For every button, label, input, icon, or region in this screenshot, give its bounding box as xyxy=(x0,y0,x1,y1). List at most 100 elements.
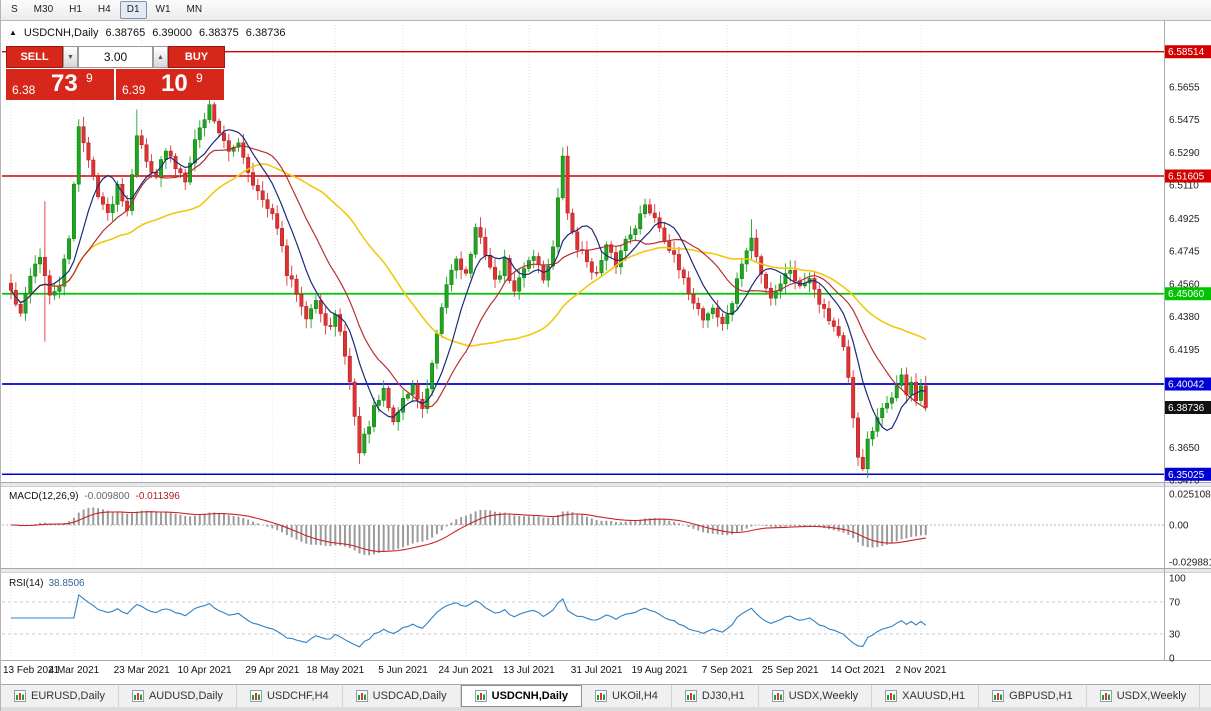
date-label: 31 Jul 2021 xyxy=(571,665,623,676)
timeframe-button-m30[interactable]: M30 xyxy=(33,4,54,15)
candle-body xyxy=(28,275,33,294)
candle-body xyxy=(735,278,739,304)
volume-increase-button[interactable]: ▲ xyxy=(153,46,168,68)
candle-body xyxy=(846,346,851,378)
timeframe-button-h1[interactable]: H1 xyxy=(69,4,82,15)
sell-price-display[interactable]: 6.38 73 9 xyxy=(6,69,114,100)
chart-tab-usdcad-daily[interactable]: USDCAD,Daily xyxy=(343,685,461,707)
candle-body xyxy=(284,245,289,276)
candle-body xyxy=(836,326,841,336)
candle-body xyxy=(222,132,226,141)
candle-body xyxy=(130,174,134,211)
candle-body xyxy=(778,283,783,292)
bottom-scroll-strip[interactable] xyxy=(1,707,1211,711)
candle-body xyxy=(105,203,110,213)
candle-body xyxy=(744,250,749,265)
price-axis-label: 6.4195 xyxy=(1169,345,1200,356)
candle-body xyxy=(652,212,657,218)
candle-body xyxy=(52,291,57,296)
mini-chart-icon xyxy=(771,690,784,702)
candle-body xyxy=(889,397,894,404)
date-label: 14 Oct 2021 xyxy=(831,665,886,676)
candle-body xyxy=(623,238,628,251)
candle-body xyxy=(822,304,827,309)
timeframe-button-w1[interactable]: W1 xyxy=(155,4,171,15)
chart-tab-usdchf-h4[interactable]: USDCHF,H4 xyxy=(237,685,343,707)
sell-button[interactable]: SELL xyxy=(6,46,63,68)
chart-tab-eurusd-daily[interactable]: EURUSD,Daily xyxy=(1,685,119,707)
candle-body xyxy=(401,398,405,413)
chart-tab-audusd-daily[interactable]: AUDUSD,Daily xyxy=(119,685,237,707)
candle-body xyxy=(768,287,773,299)
candle-body xyxy=(647,204,652,214)
chart-tab-usdcnh-daily[interactable]: USDCNH,Daily xyxy=(460,685,583,707)
chart-tab-dj30-h1[interactable]: DJ30,H1 xyxy=(672,685,759,707)
timeframe-button-d1[interactable]: D1 xyxy=(119,1,147,19)
candle-body xyxy=(643,204,647,215)
chart-tab-usdx-weekly[interactable]: USDX,Weekly xyxy=(759,685,873,707)
candle-body xyxy=(681,269,686,279)
candle-body xyxy=(236,142,241,148)
candle-body xyxy=(841,335,846,348)
ma-line-40 xyxy=(10,163,927,347)
quote-open: 6.38765 xyxy=(105,27,146,39)
candle-body xyxy=(923,385,928,408)
candle-body xyxy=(459,258,464,270)
candle-body xyxy=(749,237,754,252)
ma-line-17 xyxy=(10,145,927,410)
candle-body xyxy=(473,227,478,255)
date-label: 13 Jul 2021 xyxy=(503,665,555,676)
chevron-down-icon: ▼ xyxy=(67,53,74,61)
candle-body xyxy=(217,120,222,134)
candle-body xyxy=(449,269,454,285)
chart-tab-gbpusd-h1[interactable]: GBPUSD,H1 xyxy=(979,685,1087,707)
macd-signal-line xyxy=(10,511,926,552)
macd-axis-label: -0.029881 xyxy=(1169,557,1211,568)
timeframe-button-s[interactable]: S xyxy=(11,4,18,15)
candle-body xyxy=(817,289,822,305)
price-badge xyxy=(1165,169,1211,183)
candle-body xyxy=(686,277,691,295)
timeframe-button-mn[interactable]: MN xyxy=(186,4,203,15)
candle-body xyxy=(555,197,560,248)
date-label: 5 Jun 2021 xyxy=(378,665,428,676)
candle-body xyxy=(507,257,512,281)
price-axis-label: 6.5290 xyxy=(1169,148,1200,159)
candle-body xyxy=(594,272,599,274)
candle-body xyxy=(831,320,836,327)
candle-body xyxy=(410,384,415,395)
chart-tab-usdx-weekly[interactable]: USDX,Weekly xyxy=(1087,685,1201,707)
chart-tab-xauusd-h1[interactable]: XAUUSD,H1 xyxy=(872,685,980,707)
chart-area[interactable]: MACD(12,26,9) -0.009800 -0.011396 RSI(14) 38… xyxy=(1,21,1211,684)
candle-body xyxy=(546,265,551,281)
sell-price-big-digits: 73 xyxy=(51,70,78,97)
candle-body xyxy=(192,139,197,164)
price-axis-label: 6.5655 xyxy=(1169,83,1200,94)
chart-tabs-bar: EURUSD,Daily AUDUSD,Daily USDCHF,H4 USDCAD,… xyxy=(1,684,1211,707)
price-axis-label: 6.4560 xyxy=(1169,280,1200,291)
candle-body xyxy=(773,290,778,299)
volume-decrease-button[interactable]: ▼ xyxy=(63,46,78,68)
date-label: 13 Feb 2021 xyxy=(3,665,60,676)
candle-body xyxy=(725,314,730,324)
candle-body xyxy=(512,280,517,292)
candle-body xyxy=(101,196,105,205)
one-click-trading-panel: SELL ▼ ▲ BUY 6.38 73 9 6.39 10 9 xyxy=(6,46,225,100)
timeframe-button-h4[interactable]: H4 xyxy=(97,4,111,15)
ma-line-8 xyxy=(10,129,926,432)
mini-chart-icon xyxy=(595,690,608,702)
buy-price-display[interactable]: 6.39 10 9 xyxy=(116,69,224,100)
price-badge-label: 6.45060 xyxy=(1168,289,1205,300)
price-badge-label: 6.40042 xyxy=(1168,380,1205,391)
rsi-axis-label: 70 xyxy=(1169,598,1181,609)
chart-tab-ukoil-h4[interactable]: UKOil,H4 xyxy=(582,685,672,707)
buy-button[interactable]: BUY xyxy=(168,46,225,68)
chart-tab-label: XAUUSD,H1 xyxy=(902,690,966,702)
chart-quote-header: ▲ USDCNH,Daily 6.38765 6.39000 6.38375 6… xyxy=(9,27,286,39)
candle-body xyxy=(522,268,526,278)
price-badge xyxy=(1165,45,1211,59)
volume-input[interactable] xyxy=(78,46,153,68)
date-label: 19 Aug 2021 xyxy=(631,665,688,676)
candle-body xyxy=(715,307,720,318)
candle-body xyxy=(231,146,236,152)
